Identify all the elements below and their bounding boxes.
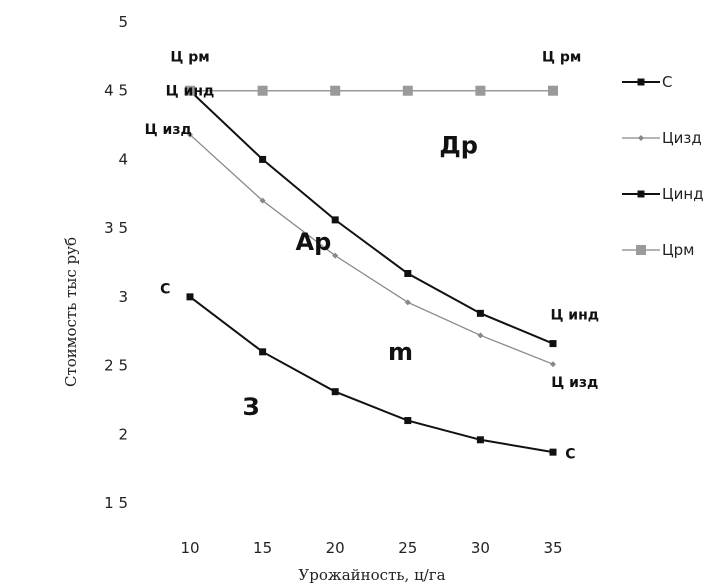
plot-area: [185, 85, 558, 456]
y-tick-label: 2: [118, 425, 128, 443]
legend-label: С: [662, 73, 672, 91]
series-line: [189, 296, 554, 454]
x-tick-label: 20: [326, 539, 345, 557]
data-point: [404, 269, 412, 277]
data-point: [475, 85, 486, 96]
data-point: [404, 417, 412, 425]
x-tick-label: 15: [253, 539, 272, 557]
series-3: [185, 85, 558, 96]
annotation-label: Ц рм: [542, 49, 581, 65]
annotation-label: Ар: [296, 228, 332, 256]
legend-item: С: [622, 73, 672, 91]
data-point: [259, 197, 266, 204]
legend-item: Цинд: [622, 185, 704, 203]
x-tick-label: 35: [543, 539, 562, 557]
data-point: [332, 252, 339, 259]
annotation-label: Др: [439, 132, 478, 160]
legend-marker: [638, 135, 644, 141]
annotation-label: Ц инд: [166, 84, 215, 100]
data-point: [330, 85, 341, 96]
annotation-label: С: [565, 447, 575, 463]
y-tick-label: 3 5: [104, 219, 128, 237]
data-point: [331, 216, 339, 224]
y-axis-title: Стоимость тыс руб: [62, 237, 80, 387]
y-tick-label: 5: [118, 13, 128, 31]
data-point: [550, 361, 556, 368]
data-point: [259, 155, 267, 163]
series-0: [186, 293, 557, 456]
data-point: [476, 309, 484, 317]
annotation-label: Ц изд: [145, 122, 192, 138]
data-point: [257, 85, 268, 96]
series-1: [187, 131, 556, 368]
x-tick-label: 10: [180, 539, 199, 557]
data-point: [185, 85, 195, 96]
data-point: [476, 436, 484, 444]
legend-label: Црм: [662, 241, 694, 259]
annotation-label: Ц рм: [170, 49, 209, 65]
y-tick-label: 4 5: [104, 82, 128, 100]
y-tick-labels: 5 4 5 4 3 5 3 2 5 2 1 5: [104, 13, 128, 512]
annotation-label: З: [242, 393, 259, 421]
data-point: [404, 299, 411, 306]
y-tick-label: 2 5: [104, 357, 128, 375]
x-axis-title: Урожайность, ц/га: [298, 566, 445, 584]
legend-marker: [637, 78, 645, 86]
legend-marker: [636, 245, 646, 255]
data-point: [549, 448, 557, 456]
x-tick-label: 30: [471, 539, 490, 557]
annotation-label: С: [160, 282, 170, 298]
annotation-label: m: [388, 338, 413, 366]
legend-item: Црм: [622, 241, 694, 259]
series-line: [189, 89, 554, 345]
x-tick-label: 25: [398, 539, 417, 557]
y-tick-label: 1 5: [104, 494, 128, 512]
data-point: [402, 85, 413, 96]
data-point: [187, 131, 193, 138]
legend: С Цизд Цинд Црм: [622, 73, 704, 259]
series-line: [189, 134, 554, 365]
annotations: Ц рм Ц инд Ц изд С Ц рм Ц инд Ц изд С Др Ар m З: [145, 49, 599, 462]
data-point: [477, 332, 484, 339]
legend-label: Цизд: [662, 129, 702, 147]
legend-label: Цинд: [662, 185, 704, 203]
legend-marker: [637, 190, 645, 198]
data-point: [549, 340, 557, 348]
annotation-label: Ц инд: [550, 308, 599, 324]
x-tick-labels: 10 15 20 25 30 35: [180, 539, 562, 557]
data-point: [186, 293, 194, 301]
data-point: [259, 348, 267, 356]
y-tick-label: 3: [118, 288, 128, 306]
series-2: [186, 87, 557, 348]
data-point: [548, 85, 558, 96]
y-tick-label: 4: [118, 150, 128, 168]
data-point: [331, 388, 339, 396]
legend-item: Цизд: [622, 129, 702, 147]
annotation-label: Ц изд: [551, 375, 598, 391]
